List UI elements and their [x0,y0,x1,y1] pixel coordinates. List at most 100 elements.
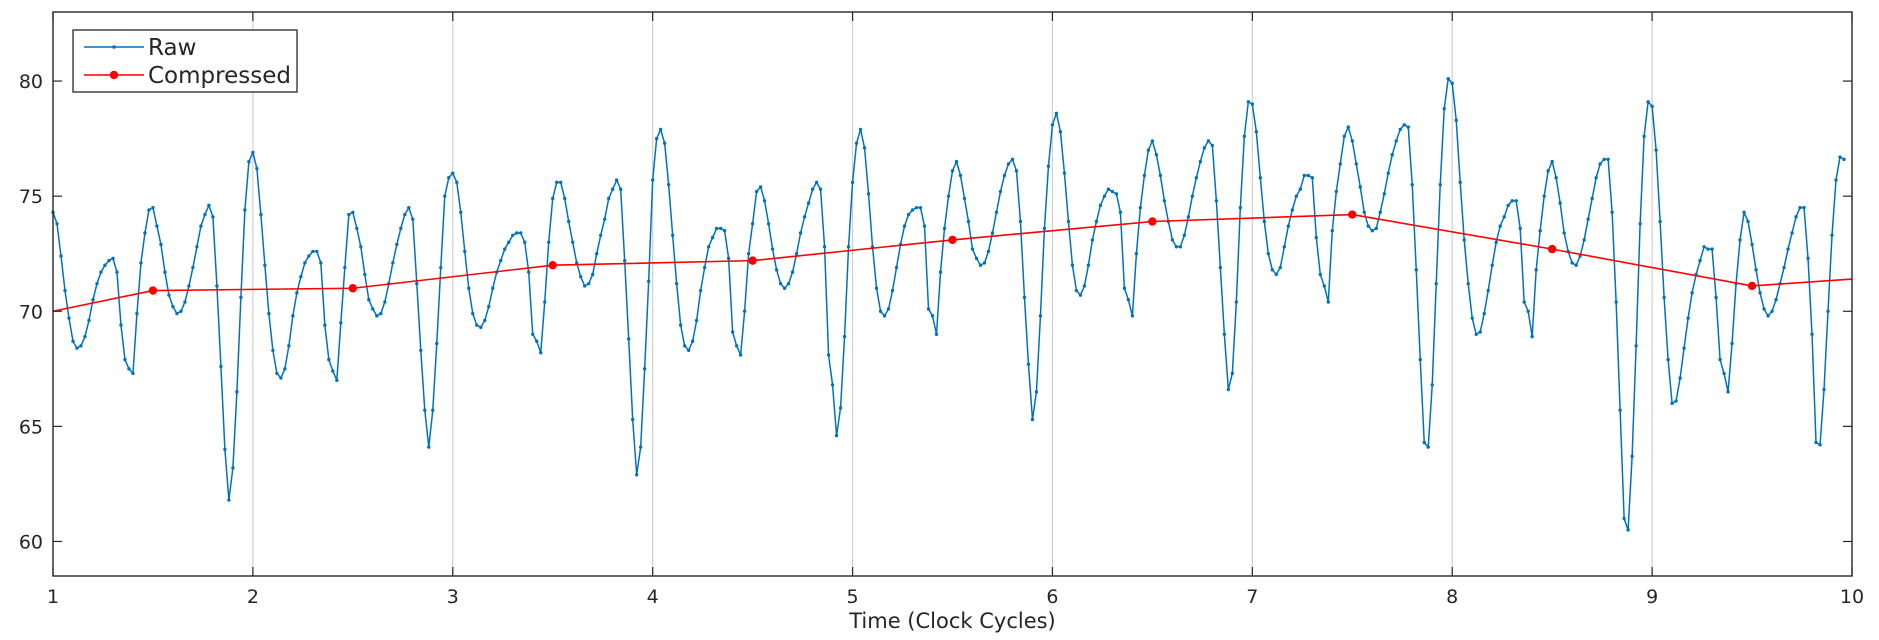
raw-data-point [1622,516,1626,521]
raw-data-point [966,219,971,224]
raw-data-point [618,187,623,191]
raw-data-point [922,224,927,228]
raw-data-point [726,256,731,261]
x-tick-label: 8 [1446,586,1458,608]
raw-data-point [279,376,283,380]
raw-data-point [1378,210,1382,214]
raw-data-point [411,217,415,221]
raw-data-point [1250,102,1255,106]
raw-data-point [1426,445,1430,449]
raw-data-point [1634,344,1638,348]
raw-data-point [666,182,671,187]
raw-data-point [563,196,567,201]
raw-data-point [1470,316,1474,320]
raw-data-point [810,187,815,191]
raw-data-point [918,205,923,210]
raw-data-point [1530,334,1534,339]
raw-data-point [1118,210,1123,214]
raw-data-point [790,270,795,274]
compressed-data-point [548,261,557,270]
raw-data-point [1662,295,1666,300]
raw-data-point [1042,226,1047,231]
raw-data-point [1654,148,1658,152]
raw-data-point [1402,123,1406,127]
raw-data-point [63,288,67,293]
raw-data-point [1270,268,1275,272]
raw-data-point [886,307,891,311]
raw-data-point [1842,157,1846,162]
raw-data-point [331,369,335,373]
raw-data-point [1586,217,1590,221]
raw-data-point [167,293,171,297]
raw-data-point [1286,224,1291,228]
raw-data-point [1122,286,1127,290]
raw-data-point [1222,332,1227,336]
raw-data-point [1590,196,1594,201]
raw-data-point [742,309,747,313]
raw-data-point [1686,316,1690,320]
raw-data-point [567,219,571,224]
raw-data-point [1098,203,1103,208]
raw-data-point [1422,440,1426,445]
raw-data-point [1026,362,1031,366]
compressed-data-point [748,256,757,265]
raw-data-point [1638,222,1642,226]
raw-data-point [1442,106,1446,111]
raw-data-point [511,233,515,237]
raw-data-point [1374,226,1378,231]
raw-data-point [982,261,987,265]
raw-data-point [962,196,967,201]
raw-data-point [1198,159,1203,164]
raw-data-point [674,281,679,286]
raw-data-point [694,318,699,323]
raw-data-point [1598,162,1602,166]
raw-data-point [1306,173,1311,178]
raw-data-point [467,286,471,290]
raw-data-point [151,205,155,210]
raw-data-point [1246,100,1251,104]
y-tick-label: 65 [19,416,43,438]
raw-data-point [1038,314,1043,318]
raw-data-point [83,334,87,339]
raw-data-point [1050,123,1055,127]
raw-data-point [487,304,491,309]
raw-data-point [902,224,907,228]
raw-data-point [1542,194,1546,198]
raw-data-point [183,300,187,304]
raw-data-point [862,146,867,150]
raw-data-point [1710,247,1714,251]
raw-data-point [878,309,883,313]
raw-data-point [463,249,467,254]
raw-data-point [67,316,71,320]
raw-data-point [1178,245,1183,249]
raw-data-point [1786,247,1790,251]
raw-data-point [606,196,611,201]
raw-data-point [1798,205,1802,210]
raw-data-point [515,231,519,235]
raw-data-point [539,351,543,355]
compressed-data-point [948,235,957,245]
legend-raw-label: Raw [148,35,196,61]
raw-data-point [507,240,511,244]
raw-data-point [1282,245,1287,249]
axes-box [52,11,1853,577]
raw-data-point [519,231,523,235]
raw-data-point [299,275,303,279]
raw-data-point [610,187,615,191]
raw-data-point [483,318,487,323]
raw-data-point [1606,157,1610,162]
raw-data-point [634,473,639,477]
raw-data-point [1146,148,1151,152]
raw-data-point [1762,307,1766,311]
raw-data-point [1446,77,1450,81]
raw-data-point [1610,210,1614,214]
compressed-data-point [348,284,358,293]
raw-data-point [682,344,687,348]
raw-data-point [1158,173,1163,178]
raw-data-point [602,217,607,221]
raw-data-point [1110,189,1115,194]
raw-data-point [1226,387,1231,392]
raw-data-point [642,367,647,371]
raw-data-point [1126,298,1131,302]
